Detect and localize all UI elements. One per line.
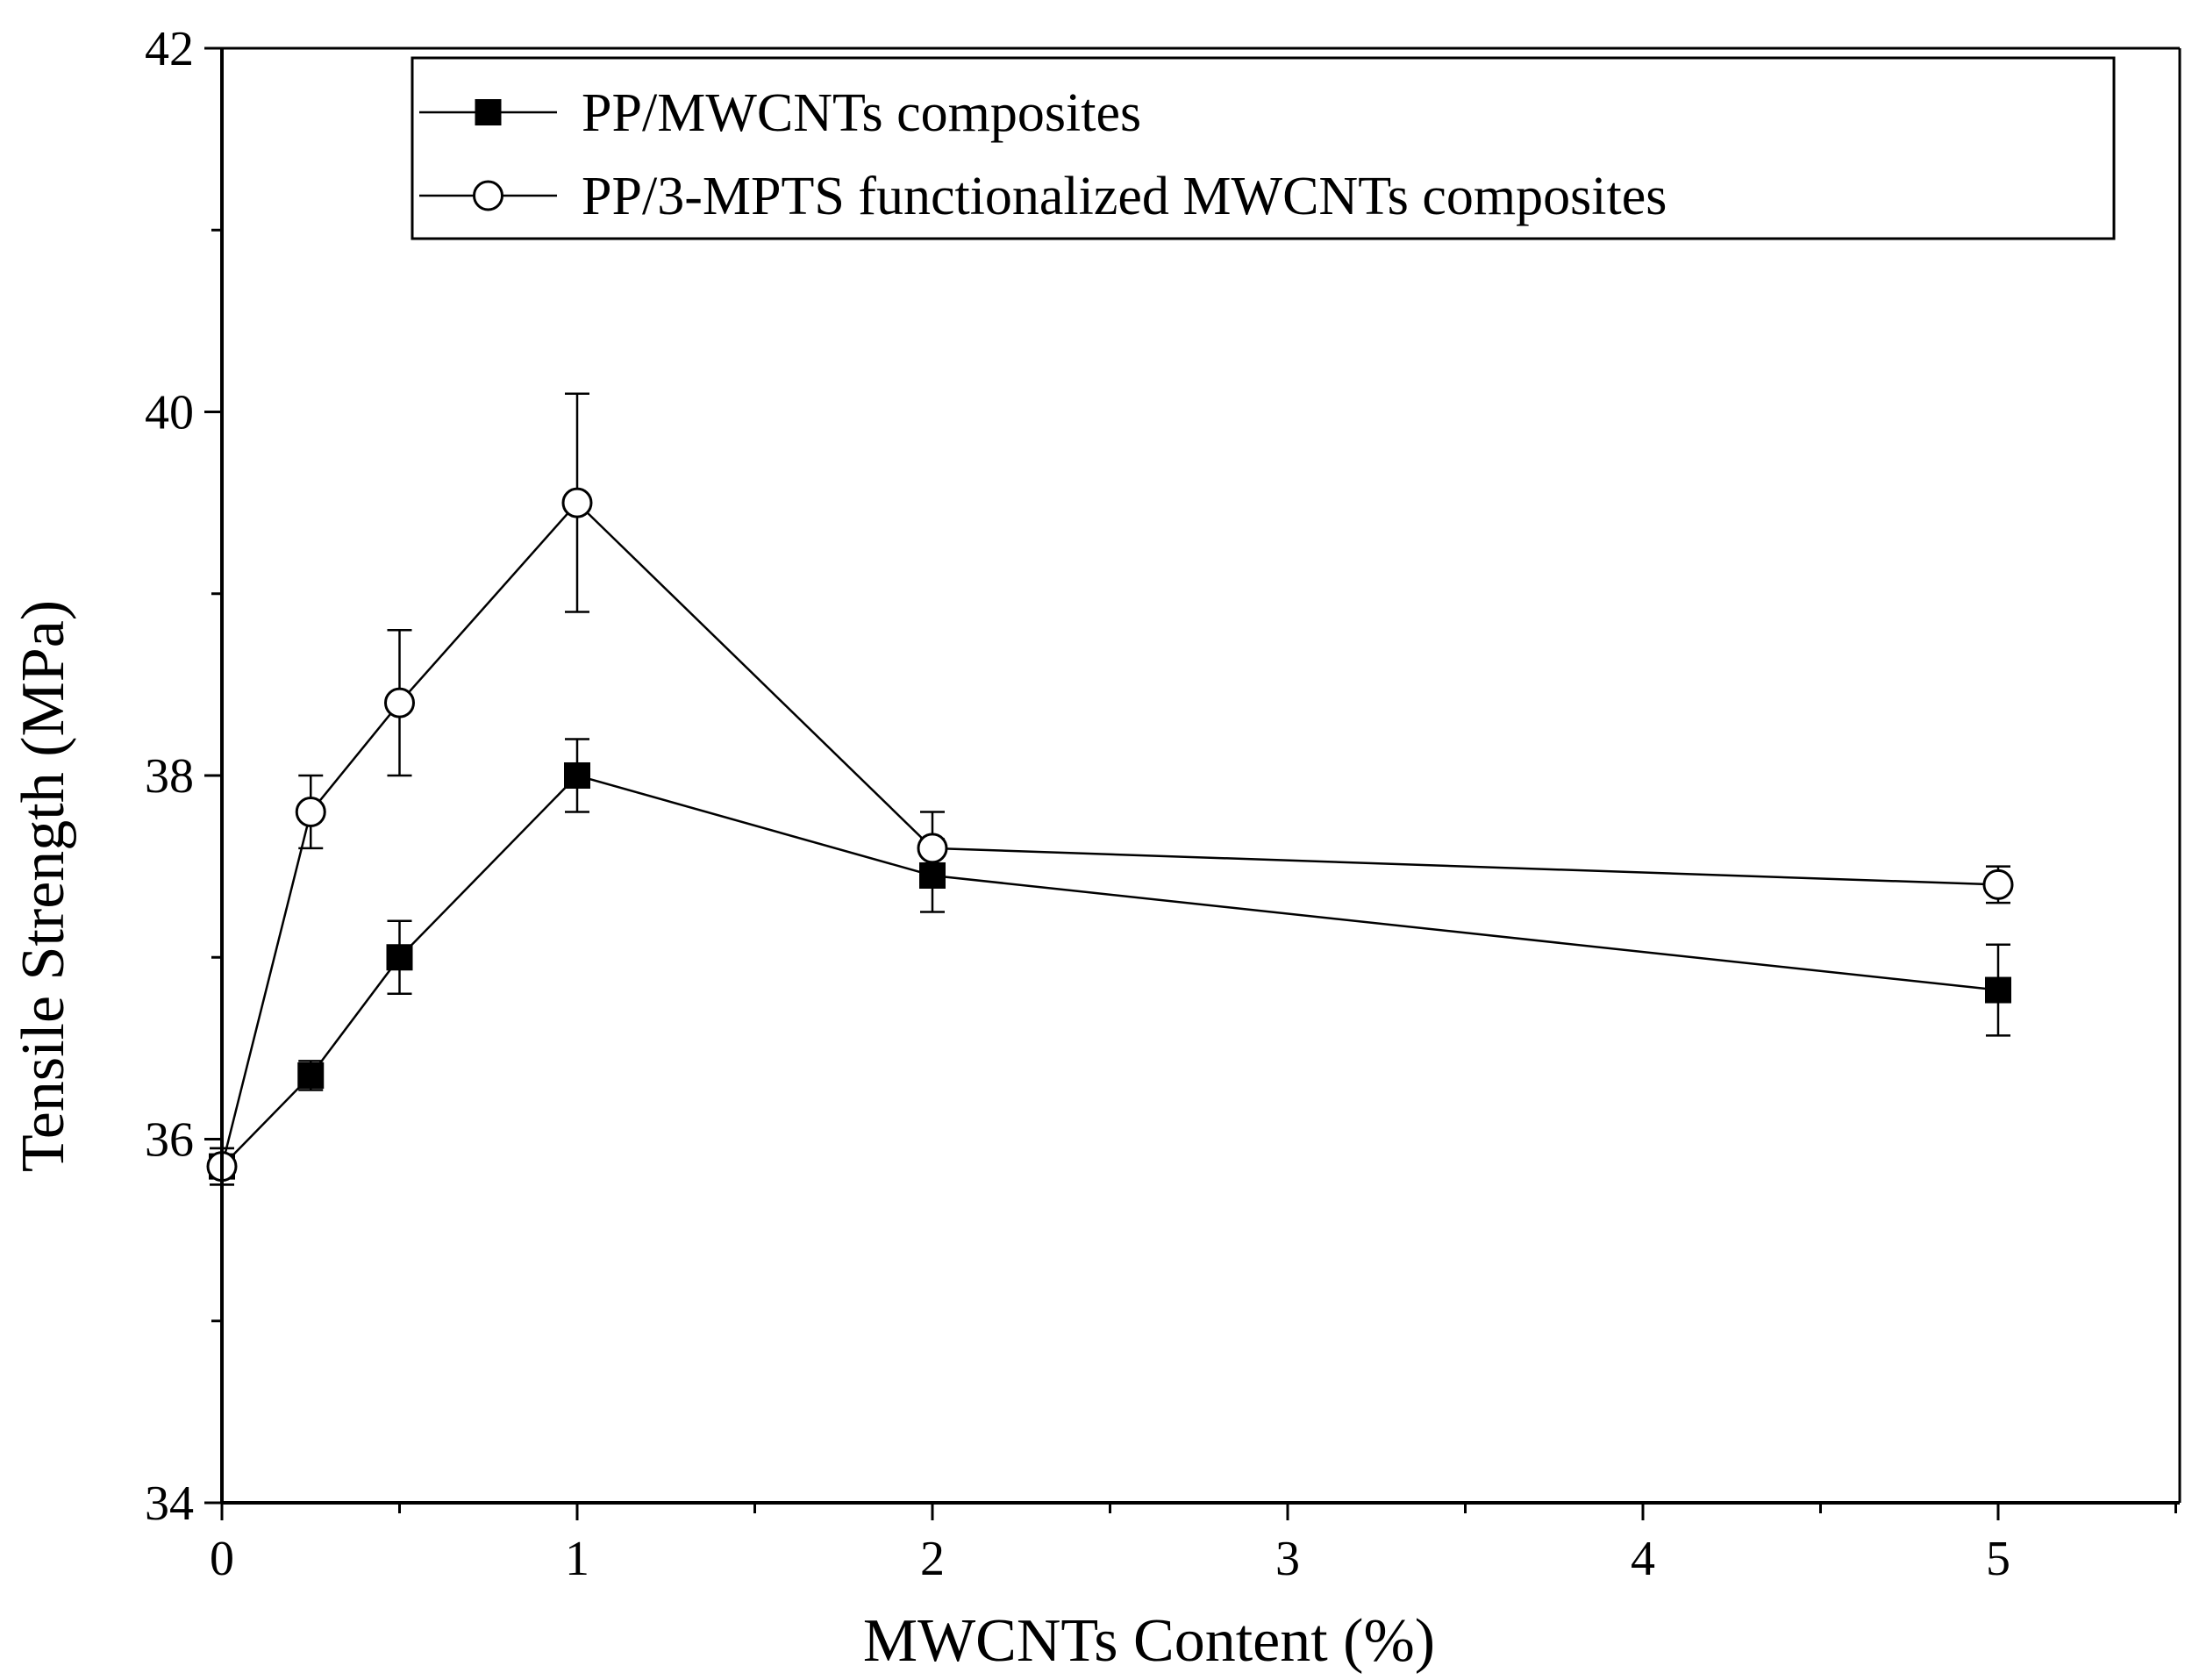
legend: PP/MWCNTs composites PP/3-MPTS functional… [411, 56, 2116, 240]
x-tick-label: 4 [1631, 1532, 1655, 1586]
series-line [220, 501, 1999, 1167]
x-tick-label: 5 [1986, 1532, 2010, 1586]
data-point-circle [384, 687, 415, 718]
data-point-circle [1982, 869, 2014, 900]
x-tick-label: 3 [1275, 1532, 1300, 1586]
legend-box [411, 56, 2116, 240]
y-tick-label: 42 [145, 22, 194, 76]
y-tick-label: 34 [145, 1476, 194, 1531]
data-point-circle [295, 796, 326, 827]
data-point-square [297, 1062, 325, 1089]
series-pp-mwcnts [209, 738, 2011, 1186]
data-point-square [386, 944, 413, 971]
x-tick-label: 0 [210, 1532, 234, 1586]
legend-label: PP/MWCNTs composites [582, 83, 1141, 143]
plot-area [206, 392, 2014, 1186]
legend-label: PP/3-MPTS functionalized MWCNTs composit… [582, 167, 1667, 226]
x-tick-label: 1 [565, 1532, 589, 1586]
y-tick-label: 40 [145, 386, 194, 440]
legend-marker-circle [473, 180, 503, 211]
series-pp-3mpts-mwcnts [206, 392, 2014, 1186]
legend-marker-square [475, 99, 502, 125]
data-point-circle [917, 833, 948, 864]
x-tick-label: 2 [920, 1532, 945, 1586]
y-tick-label: 38 [145, 749, 194, 804]
x-axis-title: MWCNTs Content (%) [863, 1607, 1435, 1675]
series-line [221, 774, 1999, 1168]
data-point-square [564, 762, 590, 789]
data-point-circle [561, 487, 593, 518]
y-axis-title: Tensile Strength (MPa) [10, 600, 77, 1172]
data-point-square [1985, 976, 2011, 1004]
y-tick-label: 36 [145, 1113, 194, 1168]
